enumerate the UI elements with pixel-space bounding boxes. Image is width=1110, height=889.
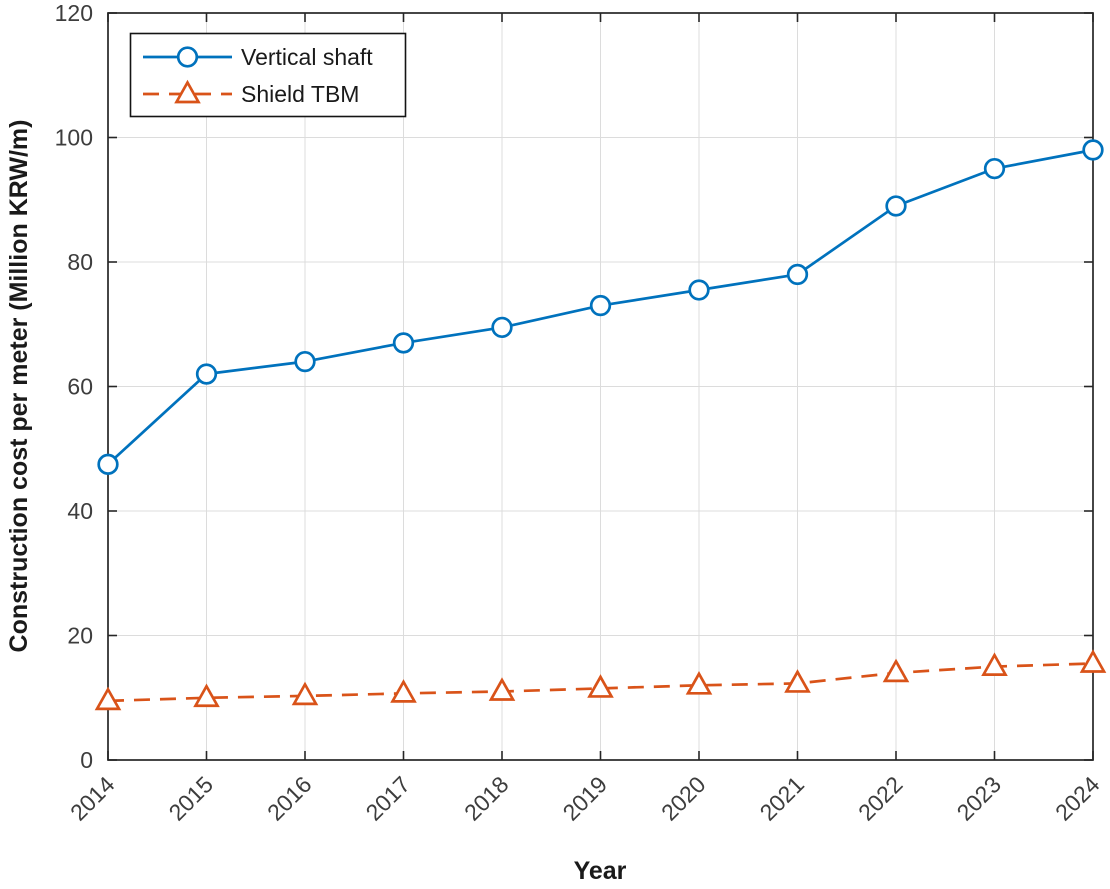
x-tick-label: 2016 bbox=[262, 771, 317, 826]
triangle-marker bbox=[882, 658, 910, 683]
triangle-marker bbox=[193, 683, 220, 708]
triangle-marker bbox=[685, 671, 713, 695]
legend-label: Vertical shaft bbox=[241, 44, 373, 70]
triangle-marker bbox=[587, 674, 614, 698]
x-tick-label: 2018 bbox=[459, 771, 514, 826]
x-axis-label: Year bbox=[574, 857, 627, 885]
y-tick-label: 100 bbox=[55, 125, 93, 151]
legend-triangle-marker bbox=[174, 79, 201, 104]
y-tick-label: 80 bbox=[67, 249, 93, 275]
y-tick-label: 40 bbox=[67, 498, 93, 524]
x-tick-label: 2024 bbox=[1050, 771, 1105, 826]
triangle-marker bbox=[94, 686, 122, 711]
x-tick-label: 2019 bbox=[557, 771, 612, 826]
series-markers-vertical-shaft bbox=[97, 139, 1104, 475]
x-tick-label: 2015 bbox=[163, 771, 218, 826]
y-tick-label: 120 bbox=[55, 0, 93, 26]
legend-circle-marker bbox=[176, 46, 199, 68]
triangle-marker bbox=[488, 677, 516, 701]
triangle-marker bbox=[784, 669, 811, 693]
circle-marker bbox=[1082, 139, 1104, 161]
circle-marker bbox=[491, 316, 513, 339]
y-tick-labels: 0 20 40 60 80 100 120 bbox=[55, 0, 93, 773]
x-tick-label: 2023 bbox=[951, 771, 1006, 826]
triangle-marker bbox=[981, 652, 1008, 676]
x-tick-label: 2022 bbox=[853, 771, 908, 826]
plot-border bbox=[107, 12, 1094, 761]
circle-marker bbox=[786, 263, 809, 286]
y-tick-label: 0 bbox=[80, 747, 93, 773]
x-tick-label: 2021 bbox=[754, 771, 809, 826]
series-line-shield-tbm bbox=[107, 662, 1094, 703]
circle-marker bbox=[589, 294, 612, 317]
legend: Vertical shaft Shield TBM bbox=[129, 32, 407, 118]
circle-marker bbox=[97, 453, 119, 475]
y-tick-label: 60 bbox=[67, 374, 93, 400]
y-tick-label: 20 bbox=[67, 623, 93, 649]
circle-marker bbox=[688, 279, 710, 301]
legend-label: Shield TBM bbox=[241, 81, 359, 107]
x-tick-label: 2017 bbox=[360, 771, 415, 826]
circle-marker bbox=[392, 332, 415, 354]
circle-marker bbox=[195, 363, 218, 385]
x-tick-label: 2020 bbox=[656, 771, 711, 826]
x-tick-label: 2014 bbox=[65, 771, 120, 826]
legend-entry-shield-tbm: Shield TBM bbox=[143, 79, 359, 107]
circle-marker bbox=[885, 195, 907, 217]
triangle-marker bbox=[1079, 649, 1107, 673]
circle-marker bbox=[294, 350, 316, 373]
gridlines bbox=[107, 12, 1094, 761]
series-markers-shield-tbm bbox=[94, 649, 1107, 711]
x-tick-labels: 2014 2015 2016 2017 2018 2019 2020 2021 2022 2023… bbox=[65, 771, 1105, 826]
triangle-marker bbox=[291, 681, 319, 706]
circle-marker bbox=[983, 157, 1006, 180]
legend-entry-vertical-shaft: Vertical shaft bbox=[143, 44, 373, 70]
triangle-marker bbox=[390, 679, 417, 703]
y-axis-label: Construction cost per meter (Million KRW… bbox=[5, 120, 33, 653]
